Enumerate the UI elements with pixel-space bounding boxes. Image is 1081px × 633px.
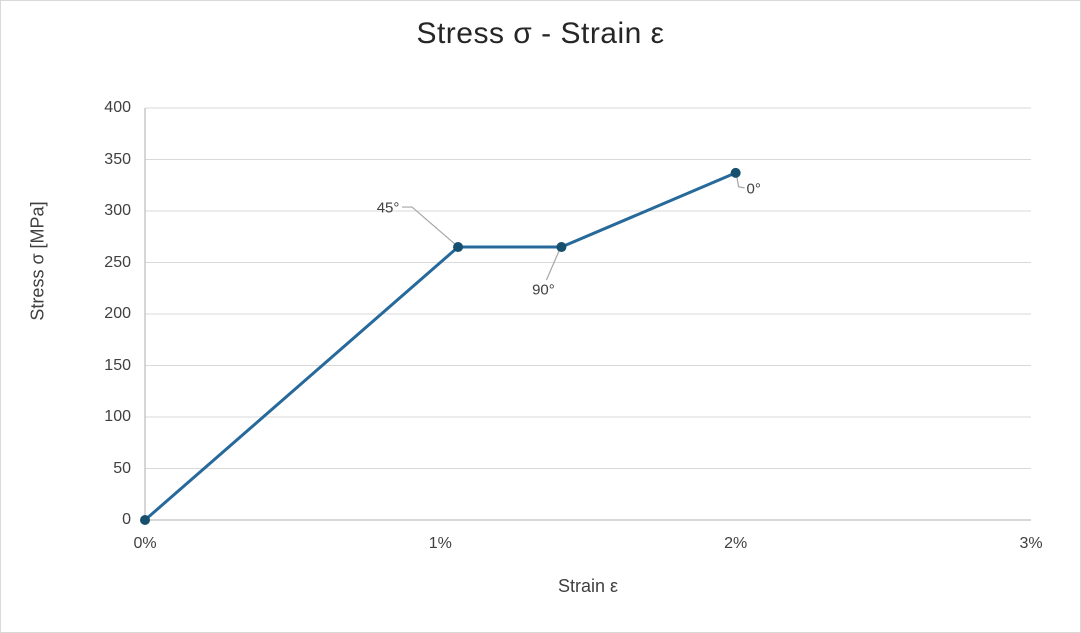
y-tick-label: 50 (113, 459, 131, 477)
y-tick-label: 300 (104, 202, 131, 219)
y-tick-label: 0 (122, 511, 131, 528)
chart-title: Stress σ - Strain ε (416, 17, 665, 50)
data-point-marker (730, 167, 741, 178)
y-tick-label: 200 (104, 305, 131, 322)
y-tick-label: 400 (104, 99, 131, 116)
x-tick-label: 2% (724, 535, 748, 552)
point-label: 0° (746, 180, 761, 198)
x-tick-label: 0% (133, 535, 157, 552)
y-tick-label: 150 (104, 356, 131, 374)
annotation-leader-line (545, 249, 560, 281)
annotation-leader-line (736, 175, 745, 189)
y-tick-label: 350 (104, 150, 131, 168)
y-tick-label: 100 (104, 408, 131, 425)
series-line (143, 171, 738, 522)
data-point-marker (453, 242, 464, 253)
point-label: 45° (376, 199, 400, 217)
point-label: 90° (532, 281, 555, 299)
data-point-marker (556, 242, 567, 253)
x-axis-title: Strain ε (557, 576, 619, 596)
y-tick-label: 250 (104, 253, 131, 271)
annotation-leader-line (402, 206, 457, 246)
data-point-marker (140, 515, 150, 525)
x-tick-label: 1% (428, 535, 452, 552)
x-tick-label: 3% (1019, 535, 1043, 552)
